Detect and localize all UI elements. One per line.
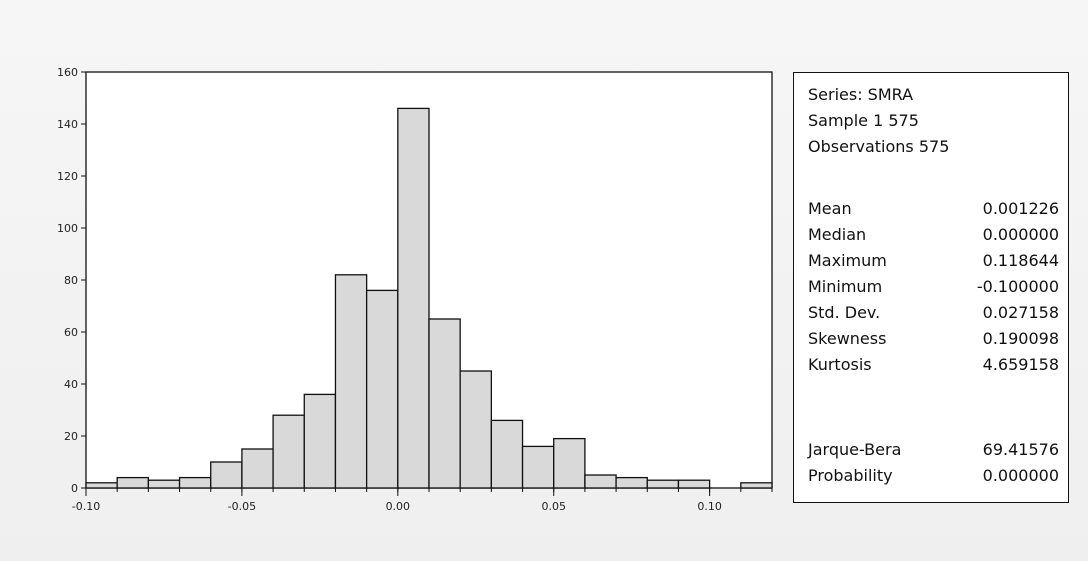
stat-row-std-dev: Std. Dev. 0.027158 (808, 303, 1059, 325)
stat-label: Median (808, 225, 867, 244)
y-tick-label-0: 0 (71, 482, 78, 495)
stat-row-skewness: Skewness 0.190098 (808, 329, 1059, 351)
y-tick-label-4: 80 (64, 274, 78, 287)
stat-label: Jarque-Bera (808, 440, 902, 459)
stat-row-median: Median 0.000000 (808, 225, 1059, 247)
histogram-bar-15 (553, 437, 586, 489)
histogram-bar-17 (615, 476, 648, 489)
histogram-bar-13 (490, 419, 524, 489)
histogram-bar-1 (116, 476, 150, 489)
stat-row-mean: Mean 0.001226 (808, 199, 1059, 221)
stat-row-kurtosis: Kurtosis 4.659158 (808, 355, 1059, 377)
histogram-bar-2 (147, 479, 181, 489)
histogram-bar-4 (210, 461, 243, 489)
histogram-bar-8 (334, 274, 368, 489)
observations-count: Observations 575 (808, 137, 950, 156)
histogram-bar-0 (85, 482, 118, 489)
histogram-chart: 0 20 40 60 80 100 120 140 160 -0.10 -0.05 0.00 0.05… (57, 66, 773, 513)
histogram-bar-16 (584, 474, 617, 489)
stat-value: 0.000000 (982, 466, 1059, 485)
descriptive-statistics-panel: Series: SMRA Sample 1 575 Observations 5… (793, 72, 1069, 503)
series-name: Series: SMRA (808, 85, 914, 104)
x-tick-label-3: 0.05 (541, 500, 566, 513)
x-tick-label-4: 0.10 (697, 500, 722, 513)
histogram-bar-18 (646, 479, 680, 489)
y-tick-label-8: 160 (57, 66, 78, 79)
sample-range: Sample 1 575 (808, 111, 919, 130)
stat-label: Skewness (808, 329, 887, 348)
stat-label: Minimum (808, 277, 883, 296)
stat-row-probability: Probability 0.000000 (808, 466, 1059, 488)
stat-value: 0.027158 (982, 303, 1059, 322)
histogram-bar-19 (677, 479, 711, 489)
x-tick-label-1: -0.05 (228, 500, 256, 513)
stat-value: 0.000000 (982, 225, 1059, 244)
y-tick-label-6: 120 (57, 170, 78, 183)
stat-value: 0.118644 (982, 251, 1059, 270)
y-tick-label-7: 140 (57, 118, 78, 131)
stat-label: Mean (808, 199, 852, 218)
y-tick-label-1: 20 (64, 430, 78, 443)
y-axis: 0 20 40 60 80 100 120 140 160 (57, 66, 86, 495)
stat-value: 0.001226 (982, 199, 1059, 218)
stat-value: 4.659158 (982, 355, 1059, 374)
histogram-bar-3 (178, 476, 212, 489)
histogram-bar-7 (303, 393, 337, 489)
stat-value: 69.41576 (982, 440, 1059, 459)
stat-label: Maximum (808, 251, 887, 270)
stat-label: Kurtosis (808, 355, 872, 374)
histogram-bar-14 (521, 445, 555, 489)
histogram-bar-12 (459, 370, 493, 489)
histogram-bar-10 (397, 107, 430, 489)
stat-row-maximum: Maximum 0.118644 (808, 251, 1059, 273)
y-tick-label-2: 40 (64, 378, 78, 391)
x-tick-label-0: -0.10 (72, 500, 100, 513)
x-tick-label-2: 0.00 (386, 500, 411, 513)
histogram-bar-5 (241, 448, 274, 489)
stat-label: Std. Dev. (808, 303, 881, 322)
stat-row-jarque-bera: Jarque-Bera 69.41576 (808, 440, 1059, 462)
x-axis: -0.10 -0.05 0.00 0.05 0.10 (72, 488, 773, 513)
histogram-bar-21 (740, 482, 773, 489)
stat-value: -0.100000 (976, 277, 1059, 296)
stat-row-minimum: Minimum -0.100000 (808, 277, 1059, 299)
histogram-bar-11 (428, 318, 461, 489)
stat-value: 0.190098 (982, 329, 1059, 348)
y-tick-label-5: 100 (57, 222, 78, 235)
histogram-bar-6 (272, 414, 305, 489)
y-tick-label-3: 60 (64, 326, 78, 339)
bars-group (85, 107, 773, 489)
stat-label: Probability (808, 466, 893, 485)
histogram-bar-9 (365, 289, 399, 489)
